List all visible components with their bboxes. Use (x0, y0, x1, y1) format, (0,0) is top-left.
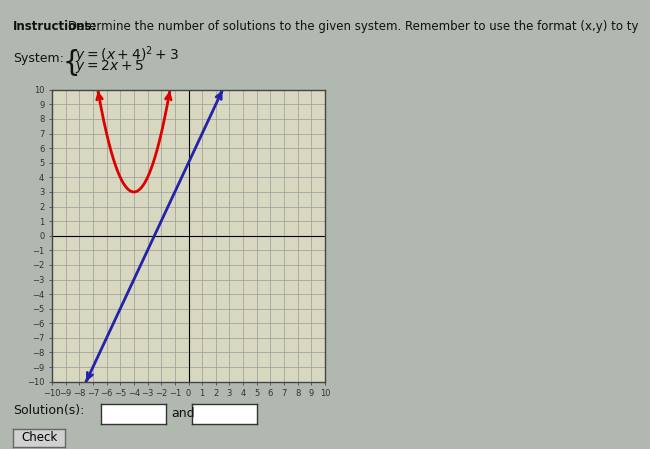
Text: Check: Check (21, 431, 57, 444)
Text: Determine the number of solutions to the given system. Remember to use the forma: Determine the number of solutions to the… (68, 20, 639, 33)
Text: and: and (171, 408, 194, 420)
Text: Solution(s):: Solution(s): (13, 404, 84, 417)
Text: $y = 2x+5$: $y = 2x+5$ (75, 58, 144, 75)
Text: System:: System: (13, 52, 64, 65)
Text: $y = (x+4)^2+3$: $y = (x+4)^2+3$ (75, 45, 179, 66)
Text: Instructions:: Instructions: (13, 20, 98, 33)
Text: $\{$: $\{$ (62, 47, 78, 78)
